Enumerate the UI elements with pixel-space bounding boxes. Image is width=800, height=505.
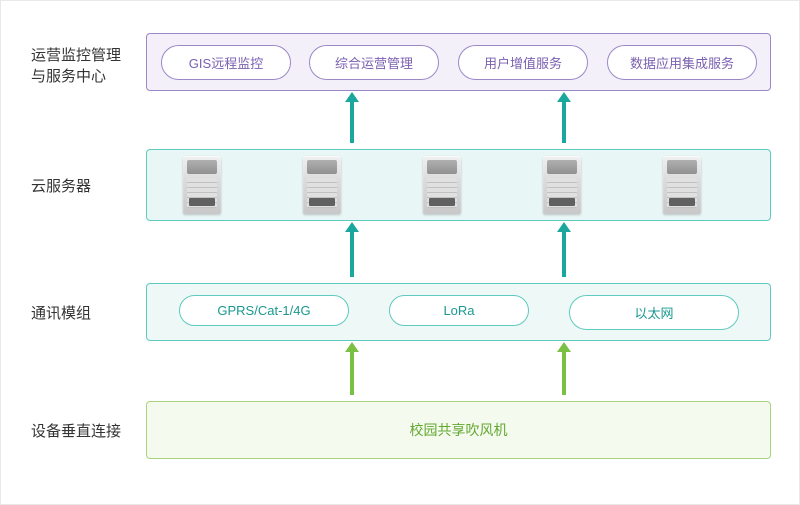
layer4-box: 校园共享吹风机 bbox=[146, 401, 771, 459]
arrow-up bbox=[350, 231, 354, 277]
arrow-up bbox=[562, 351, 566, 395]
arrow-up bbox=[562, 101, 566, 143]
server-icon bbox=[183, 156, 221, 214]
arrow-up bbox=[350, 351, 354, 395]
server-icon bbox=[543, 156, 581, 214]
layer1-pill-2: 用户增值服务 bbox=[458, 45, 588, 80]
layer1-pill-1: 综合运营管理 bbox=[309, 45, 439, 80]
layer3-pill-0: GPRS/Cat-1/4G bbox=[179, 295, 349, 326]
layer4-label: 设备垂直连接 bbox=[31, 421, 141, 442]
layer1-label: 运营监控管理 与服务中心 bbox=[31, 45, 141, 87]
layer1-pill-3: 数据应用集成服务 bbox=[607, 45, 757, 80]
layer3-label: 通讯模组 bbox=[31, 303, 141, 324]
arrow-up bbox=[350, 101, 354, 143]
layer2-label: 云服务器 bbox=[31, 176, 141, 197]
server-icon bbox=[423, 156, 461, 214]
layer3-pill-1: LoRa bbox=[389, 295, 529, 326]
server-icon bbox=[663, 156, 701, 214]
layer3-pill-2: 以太网 bbox=[569, 295, 739, 330]
layer1-pill-0: GIS远程监控 bbox=[161, 45, 291, 80]
server-icon bbox=[303, 156, 341, 214]
arrow-up bbox=[562, 231, 566, 277]
layer4-center-label: 校园共享吹风机 bbox=[147, 420, 770, 440]
